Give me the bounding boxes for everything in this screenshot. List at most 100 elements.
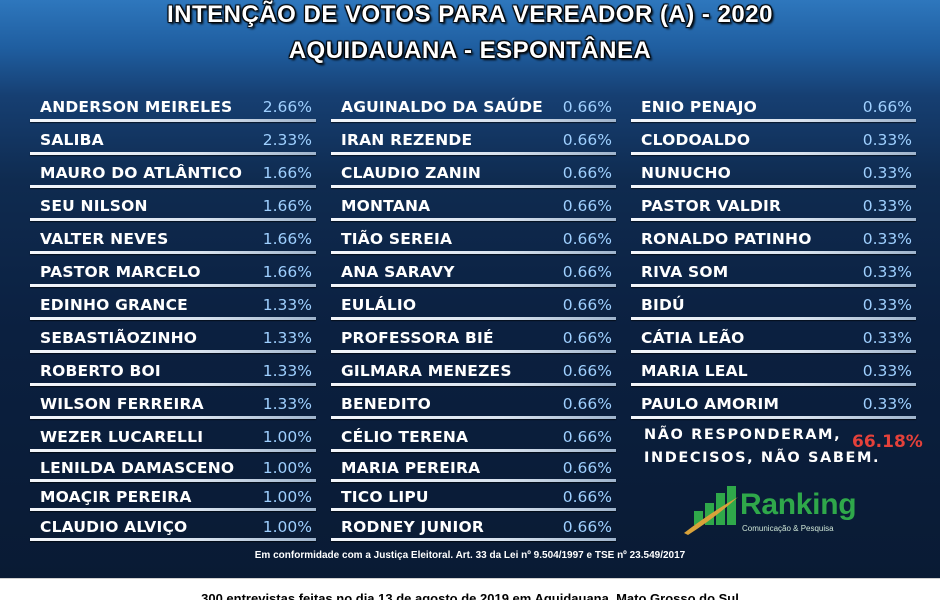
candidate-percentage: 0.66% [562,295,612,314]
candidate-percentage: 1.66% [262,196,312,215]
candidate-row: BENEDITO 0.66% [331,387,616,420]
candidate-row: CÁTIA LEÃO 0.33% [631,321,916,354]
candidate-percentage: 0.66% [862,97,912,116]
candidate-name: RIVA SOM [641,262,729,281]
candidate-row: MOAÇIR PEREIRA 1.00% [30,483,316,513]
row-divider [631,185,916,188]
candidate-row: SEU NILSON 1.66% [30,189,316,222]
candidate-row: PROFESSORA BIÉ 0.66% [331,321,616,354]
candidate-name: LENILDA DAMASCENO [40,458,235,477]
candidate-percentage: 0.33% [862,295,912,314]
candidate-percentage: 1.66% [262,229,312,248]
candidate-percentage: 1.00% [262,517,312,536]
legal-notice: Em conformidade com a Justiça Eleitoral.… [254,550,686,561]
candidate-percentage: 0.66% [562,488,612,507]
candidate-row: ANDERSON MEIRELES 2.66% [30,90,316,123]
candidate-row: BIDÚ 0.33% [631,288,916,321]
candidate-row: NUNUCHO 0.33% [631,156,916,189]
candidate-name: PASTOR MARCELO [40,262,201,281]
candidate-column-3: ENIO PENAJO 0.66% CLODOALDO 0.33% NUNUCHO 0.3… [631,90,916,420]
row-divider [30,449,316,452]
row-divider [331,350,616,353]
candidate-name: PASTOR VALDIR [641,196,782,215]
candidate-name: ROBERTO BOI [40,361,161,380]
row-divider [331,537,616,541]
row-divider [331,251,616,254]
candidate-percentage: 0.33% [862,229,912,248]
candidate-row: TIÃO SEREIA 0.66% [331,222,616,255]
candidate-row: CLAUDIO ZANIN 0.66% [331,156,616,189]
candidate-name: TICO LIPU [341,488,429,507]
candidate-name: WILSON FERREIRA [40,394,204,413]
candidate-percentage: 0.66% [562,130,612,149]
candidate-name: BENEDITO [341,394,431,413]
candidate-percentage: 1.33% [262,328,312,347]
row-divider [331,119,616,122]
candidate-row: MAURO DO ATLÂNTICO 1.66% [30,156,316,189]
candidate-name: MOAÇIR PEREIRA [40,488,192,507]
row-divider [631,284,916,287]
candidate-name: CLAUDIO ZANIN [341,163,482,182]
candidate-row: RONALDO PATINHO 0.33% [631,222,916,255]
row-divider [331,317,616,320]
candidate-percentage: 0.33% [862,130,912,149]
candidate-percentage: 1.00% [262,488,312,507]
row-divider [30,350,316,353]
candidate-row: TICO LIPU 0.66% [331,483,616,513]
row-divider [30,218,316,221]
candidate-percentage: 0.66% [562,163,612,182]
candidate-name: EDINHO GRANCE [40,295,188,314]
row-divider [331,185,616,188]
row-divider [631,317,916,320]
ranking-logo-tagline: Comunicação & Pesquisa [742,524,834,533]
row-divider [331,152,616,155]
no-answer-line-2: INDECISOS, NÃO SABEM. [644,450,881,466]
candidate-name: RONALDO PATINHO [641,229,812,248]
row-divider [30,119,316,122]
candidate-row: EDINHO GRANCE 1.33% [30,288,316,321]
candidate-name: BIDÚ [641,295,685,314]
candidate-name: EULÁLIO [341,295,417,314]
row-divider [631,416,916,419]
candidate-percentage: 0.66% [562,196,612,215]
candidate-percentage: 0.66% [562,97,612,116]
candidate-row: PASTOR VALDIR 0.33% [631,189,916,222]
candidate-row: ANA SARAVY 0.66% [331,255,616,288]
candidate-percentage: 2.33% [262,130,312,149]
row-divider [331,383,616,386]
candidate-name: AGUINALDO DA SAÚDE [341,97,543,116]
candidate-row: SEBASTIÃOZINHO 1.33% [30,321,316,354]
row-divider [631,119,916,122]
candidate-name: GILMARA MENEZES [341,361,512,380]
row-divider [631,218,916,221]
candidate-row: PASTOR MARCELO 1.66% [30,255,316,288]
row-divider [331,449,616,452]
candidate-name: MONTANA [341,196,431,215]
candidate-name: SEBASTIÃOZINHO [40,328,198,347]
candidate-name: ANDERSON MEIRELES [40,97,233,116]
candidate-percentage: 0.66% [562,394,612,413]
row-divider [30,383,316,386]
ranking-logo-icon [684,486,738,535]
candidate-percentage: 1.00% [262,458,312,477]
candidate-percentage: 1.33% [262,295,312,314]
candidate-percentage: 0.66% [562,517,612,536]
candidate-percentage: 1.66% [262,262,312,281]
footer-text: 300 entrevistas feitas no dia 13 de agos… [201,591,739,600]
no-answer-line-1: NÃO RESPONDERAM, [644,427,842,443]
candidate-row: PAULO AMORIM 0.33% [631,387,916,420]
candidate-row: MARIA PEREIRA 0.66% [331,453,616,483]
candidate-percentage: 0.66% [562,328,612,347]
candidate-row: RIVA SOM 0.33% [631,255,916,288]
candidate-name: CLAUDIO ALVIÇO [40,517,188,536]
candidate-row: WEZER LUCARELLI 1.00% [30,420,316,453]
row-divider [631,383,916,386]
candidate-percentage: 1.33% [262,394,312,413]
row-divider [30,317,316,320]
row-divider [331,416,616,419]
row-divider [331,218,616,221]
candidate-percentage: 0.66% [562,458,612,477]
candidate-row: SALIBA 2.33% [30,123,316,156]
candidate-percentage: 1.66% [262,163,312,182]
candidate-row: RODNEY JUNIOR 0.66% [331,512,616,542]
